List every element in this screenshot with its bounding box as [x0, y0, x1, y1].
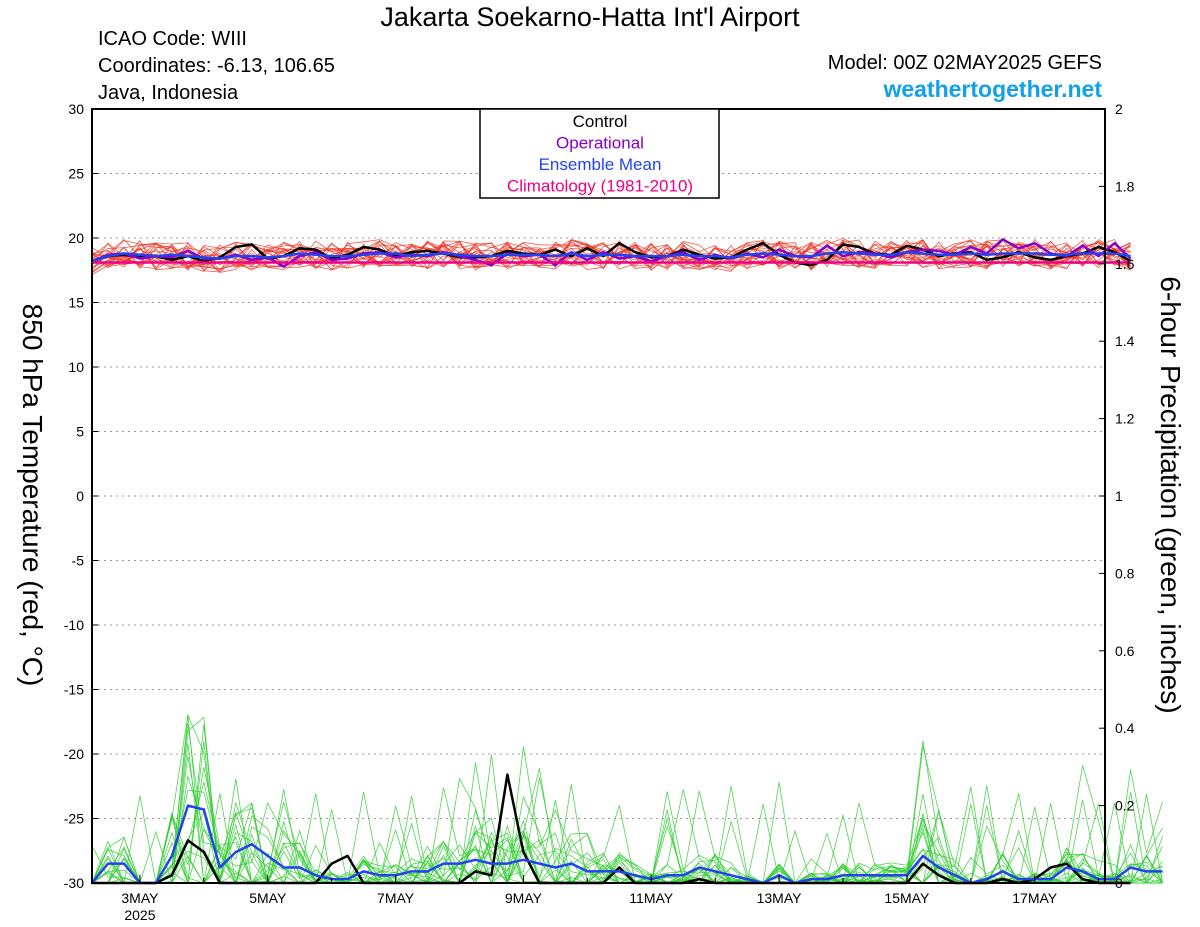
- tick-label-left: 20: [68, 230, 84, 246]
- tick-label-right: 1.2: [1115, 411, 1135, 427]
- member-temp-line: [91, 238, 1131, 272]
- tick-label-left: 5: [76, 424, 84, 440]
- tick-label-right: 0: [1115, 875, 1123, 891]
- member-precip-line: [91, 766, 1163, 885]
- legend: Control Operational Ensemble Mean Climatolo…: [479, 108, 720, 199]
- member-precip-line: [92, 762, 1163, 885]
- series-mean_precip: [91, 804, 1163, 885]
- site-link[interactable]: weathertogether.net: [883, 76, 1102, 102]
- tick-label-right: 1.4: [1115, 333, 1135, 349]
- tick-label-left: 0: [76, 488, 84, 504]
- tick-label-left: -30: [64, 875, 84, 891]
- tick-label-left: -10: [64, 617, 84, 633]
- legend-entry-operational: Operational: [556, 134, 644, 153]
- tick-label-x: 9MAY: [505, 890, 543, 906]
- member-precip-line: [92, 778, 1163, 885]
- right-axis-ticks: 2 1.8 1.6 1.4 1.2 1 0.8 0.6 0.4 0.2 0: [1099, 101, 1135, 891]
- series-lines: [91, 238, 1163, 885]
- tick-label-x: 15MAY: [884, 890, 930, 906]
- chart-title: Jakarta Soekarno-Hatta Int'l Airport: [380, 2, 800, 32]
- tick-label-x: 17MAY: [1012, 890, 1058, 906]
- member-precip-line: [91, 714, 1163, 885]
- legend-box: [479, 108, 720, 199]
- member-precip-line: [92, 742, 1163, 885]
- icao-code: ICAO Code: WIII: [98, 28, 247, 50]
- legend-entry-control: Control: [573, 112, 628, 131]
- region: Java, Indonesia: [98, 82, 239, 104]
- tick-label-x: 11MAY: [629, 890, 673, 906]
- member-precip-line: [92, 789, 1163, 885]
- tick-label-left: 25: [68, 166, 84, 182]
- tick-label-left: -20: [64, 746, 84, 762]
- tick-label-left: -15: [64, 682, 84, 698]
- y-axis-label-right: 6-hour Precipitation (green, inches): [1155, 276, 1186, 714]
- legend-entry-climatology: Climatology (1981-2010): [507, 177, 693, 196]
- tick-label-right: 1: [1115, 488, 1123, 504]
- grid: [92, 173, 1105, 819]
- tick-label-left: 30: [68, 101, 84, 117]
- tick-label-right: 0.6: [1115, 643, 1135, 659]
- legend-entry-ensemble-mean: Ensemble Mean: [539, 155, 662, 174]
- left-axis-ticks: 30 25 20 15 10 5 0 -5 -10 -15 -20 -25 -30: [64, 101, 98, 891]
- tick-label-x: 5MAY: [249, 890, 287, 906]
- tick-label-left: -25: [64, 811, 84, 827]
- coordinates: Coordinates: -6.13, 106.65: [98, 55, 335, 77]
- member-temp-line: [91, 240, 1131, 271]
- tick-label-right: 1.6: [1115, 256, 1135, 272]
- tick-label-right: 1.8: [1115, 178, 1135, 194]
- tick-label-left: 15: [68, 295, 84, 311]
- tick-label-right: 0.2: [1115, 798, 1135, 814]
- model-run: Model: 00Z 02MAY2025 GEFS: [827, 52, 1102, 74]
- tick-label-right: 2: [1115, 101, 1123, 117]
- y-axis-label-left: 850 hPa Temperature (red, °C): [17, 303, 48, 687]
- member-precip-line: [91, 755, 1163, 885]
- series-mean_temp: [91, 250, 1131, 263]
- member-precip-line: [92, 777, 1163, 884]
- tick-label-left: 10: [68, 359, 84, 375]
- tick-label-right: 0.8: [1115, 565, 1135, 581]
- tick-label-right: 0.4: [1115, 720, 1135, 736]
- tick-label-x: 7MAY: [377, 890, 415, 906]
- tick-label-year: 2025: [124, 907, 155, 923]
- tick-label-x: 13MAY: [757, 890, 803, 906]
- tick-label-left: -5: [72, 553, 85, 569]
- tick-label-x: 3MAY: [121, 890, 159, 906]
